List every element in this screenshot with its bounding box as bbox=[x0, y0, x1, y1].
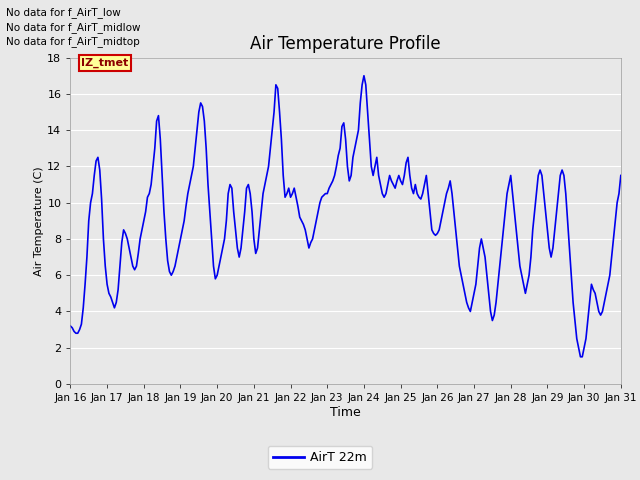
Text: IZ_tmet: IZ_tmet bbox=[81, 58, 129, 68]
Y-axis label: Air Temperature (C): Air Temperature (C) bbox=[35, 166, 44, 276]
Text: No data for f_AirT_midlow: No data for f_AirT_midlow bbox=[6, 22, 141, 33]
Text: No data for f_AirT_midtop: No data for f_AirT_midtop bbox=[6, 36, 140, 47]
Legend: AirT 22m: AirT 22m bbox=[268, 446, 372, 469]
Text: No data for f_AirT_low: No data for f_AirT_low bbox=[6, 7, 121, 18]
Title: Air Temperature Profile: Air Temperature Profile bbox=[250, 35, 441, 53]
X-axis label: Time: Time bbox=[330, 406, 361, 419]
